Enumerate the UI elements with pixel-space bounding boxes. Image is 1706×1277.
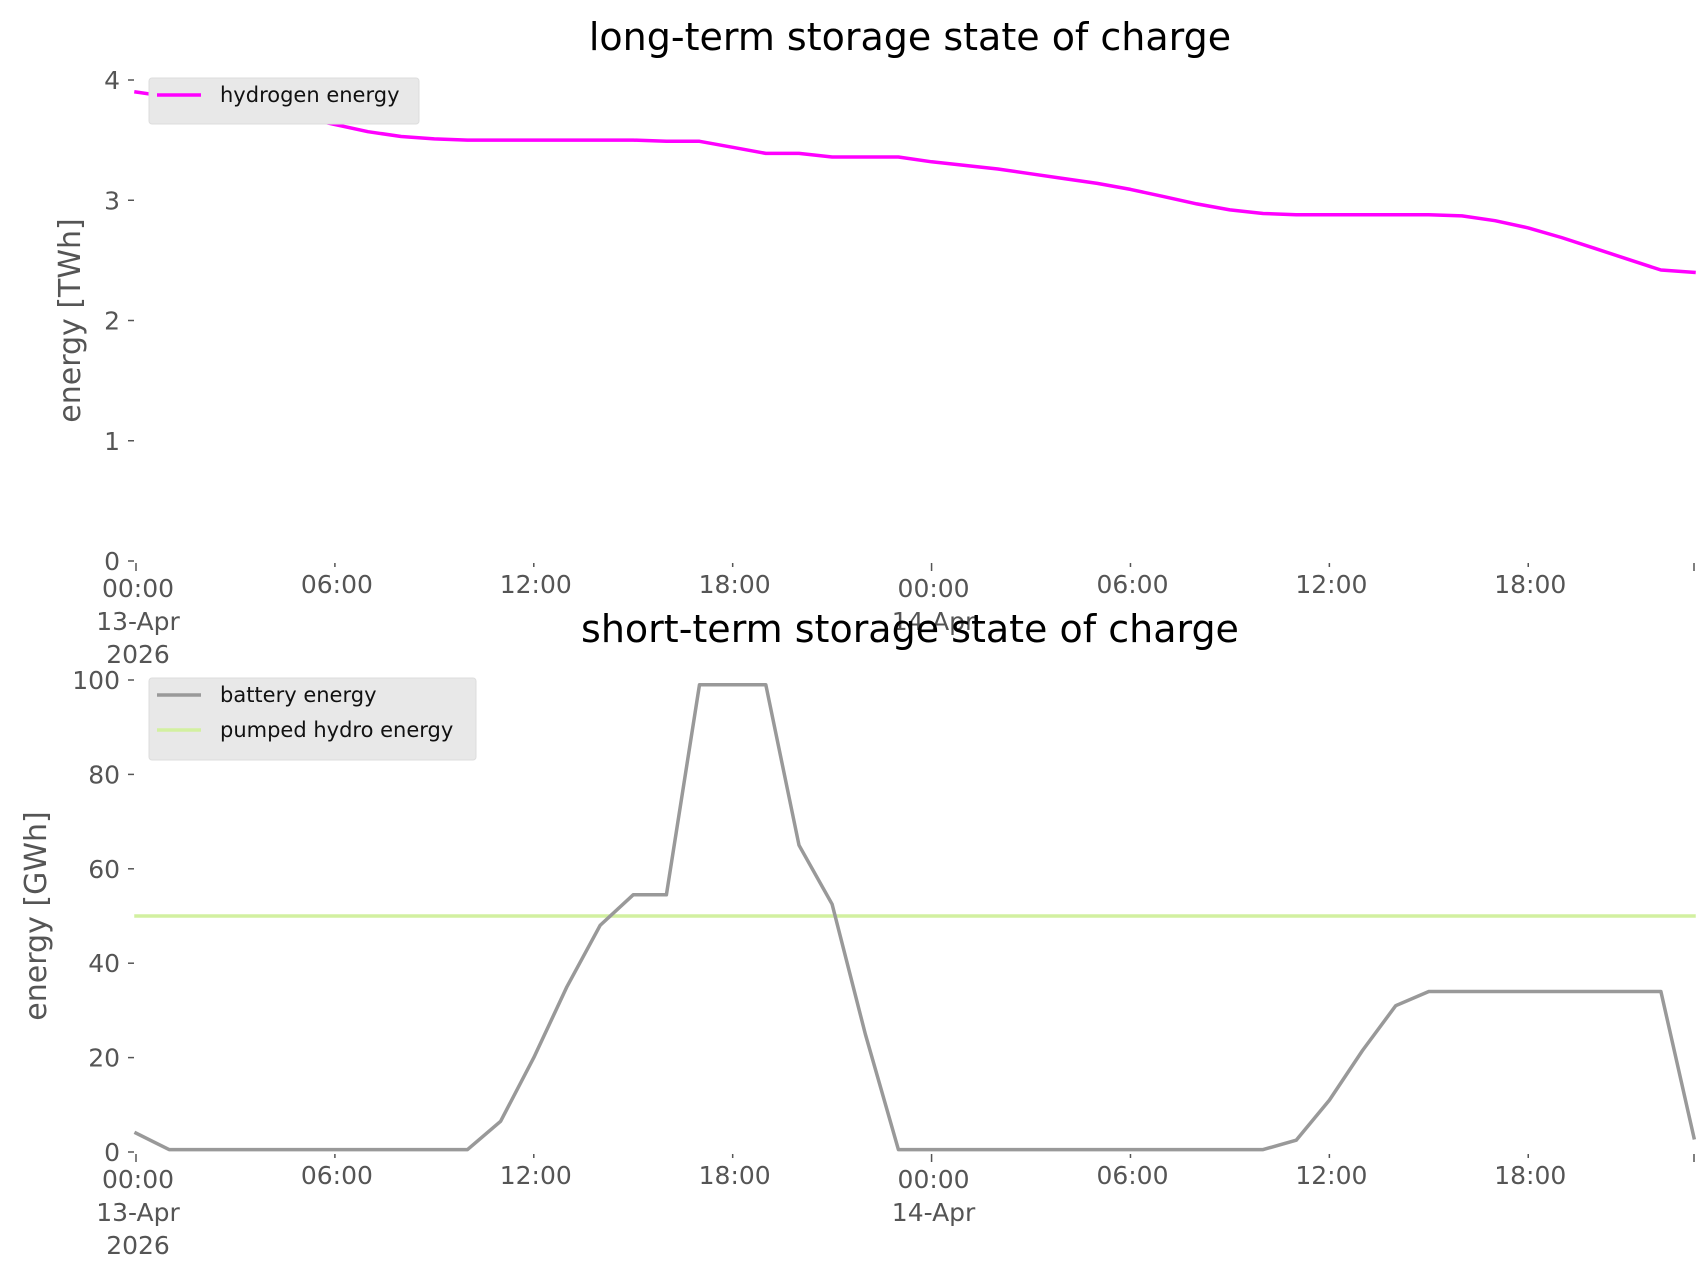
x-tick-label: 14-Apr bbox=[892, 607, 976, 636]
y-tick-label: 0 bbox=[104, 547, 120, 576]
x-tick-label: 12:00 bbox=[500, 1161, 572, 1190]
x-tick-label: 14-Apr bbox=[892, 1198, 976, 1227]
series-line-battery-energy bbox=[133, 682, 1697, 1152]
x-tick-label: 18:00 bbox=[1494, 1161, 1566, 1190]
legend-box bbox=[148, 77, 420, 125]
chart-title: short-term storage state of charge bbox=[581, 607, 1239, 651]
legend-label: hydrogen energy bbox=[220, 83, 400, 107]
y-tick-label: 40 bbox=[88, 949, 120, 978]
legend: battery energy pumped hydro energy bbox=[148, 677, 477, 761]
x-tick-label: 18:00 bbox=[699, 570, 771, 599]
y-tick-label: 2 bbox=[104, 307, 120, 336]
y-tick-label: 20 bbox=[88, 1044, 120, 1073]
legend-label: pumped hydro energy bbox=[220, 718, 453, 742]
x-tick-label: 2026 bbox=[106, 1231, 170, 1260]
chart-title: long-term storage state of charge bbox=[589, 15, 1231, 59]
y-tick-label: 4 bbox=[104, 66, 120, 95]
x-tick-label: 12:00 bbox=[1295, 570, 1367, 599]
y-axis-label: energy [TWh] bbox=[53, 218, 88, 422]
y-tick-label: 3 bbox=[104, 186, 120, 215]
x-tick-label: 13-Apr bbox=[96, 607, 180, 636]
y-axis-label: energy [GWh] bbox=[19, 811, 54, 1020]
x-tick-label: 06:00 bbox=[1096, 1161, 1168, 1190]
legend-label: battery energy bbox=[220, 683, 377, 707]
x-tick-label: 12:00 bbox=[500, 570, 572, 599]
chart-panel-1: long-term storage state of charge energy … bbox=[53, 15, 1696, 669]
x-tick-label: 00:00 bbox=[898, 574, 970, 603]
y-tick-label: 60 bbox=[88, 855, 120, 884]
x-tick-label: 18:00 bbox=[1494, 570, 1566, 599]
legend: hydrogen energy bbox=[148, 77, 420, 125]
y-tick-label: 0 bbox=[104, 1138, 120, 1167]
x-tick-label: 13-Apr bbox=[96, 1198, 180, 1227]
legend-box bbox=[148, 677, 477, 761]
y-tick-label: 100 bbox=[72, 666, 120, 695]
x-tick-label: 06:00 bbox=[301, 1161, 373, 1190]
x-tick-label: 18:00 bbox=[699, 1161, 771, 1190]
x-tick-label: 00:00 bbox=[102, 1165, 174, 1194]
y-tick-label: 80 bbox=[88, 760, 120, 789]
y-tick-label: 1 bbox=[104, 427, 120, 456]
chart-panel-2: short-term storage state of charge energy… bbox=[19, 607, 1697, 1260]
x-tick-label: 00:00 bbox=[898, 1165, 970, 1194]
x-tick-label: 06:00 bbox=[1096, 570, 1168, 599]
x-tick-label: 00:00 bbox=[102, 574, 174, 603]
series-line-hydrogen-energy bbox=[134, 90, 1696, 275]
x-tick-label: 06:00 bbox=[301, 570, 373, 599]
x-tick-label: 2026 bbox=[106, 640, 170, 669]
x-tick-label: 12:00 bbox=[1295, 1161, 1367, 1190]
